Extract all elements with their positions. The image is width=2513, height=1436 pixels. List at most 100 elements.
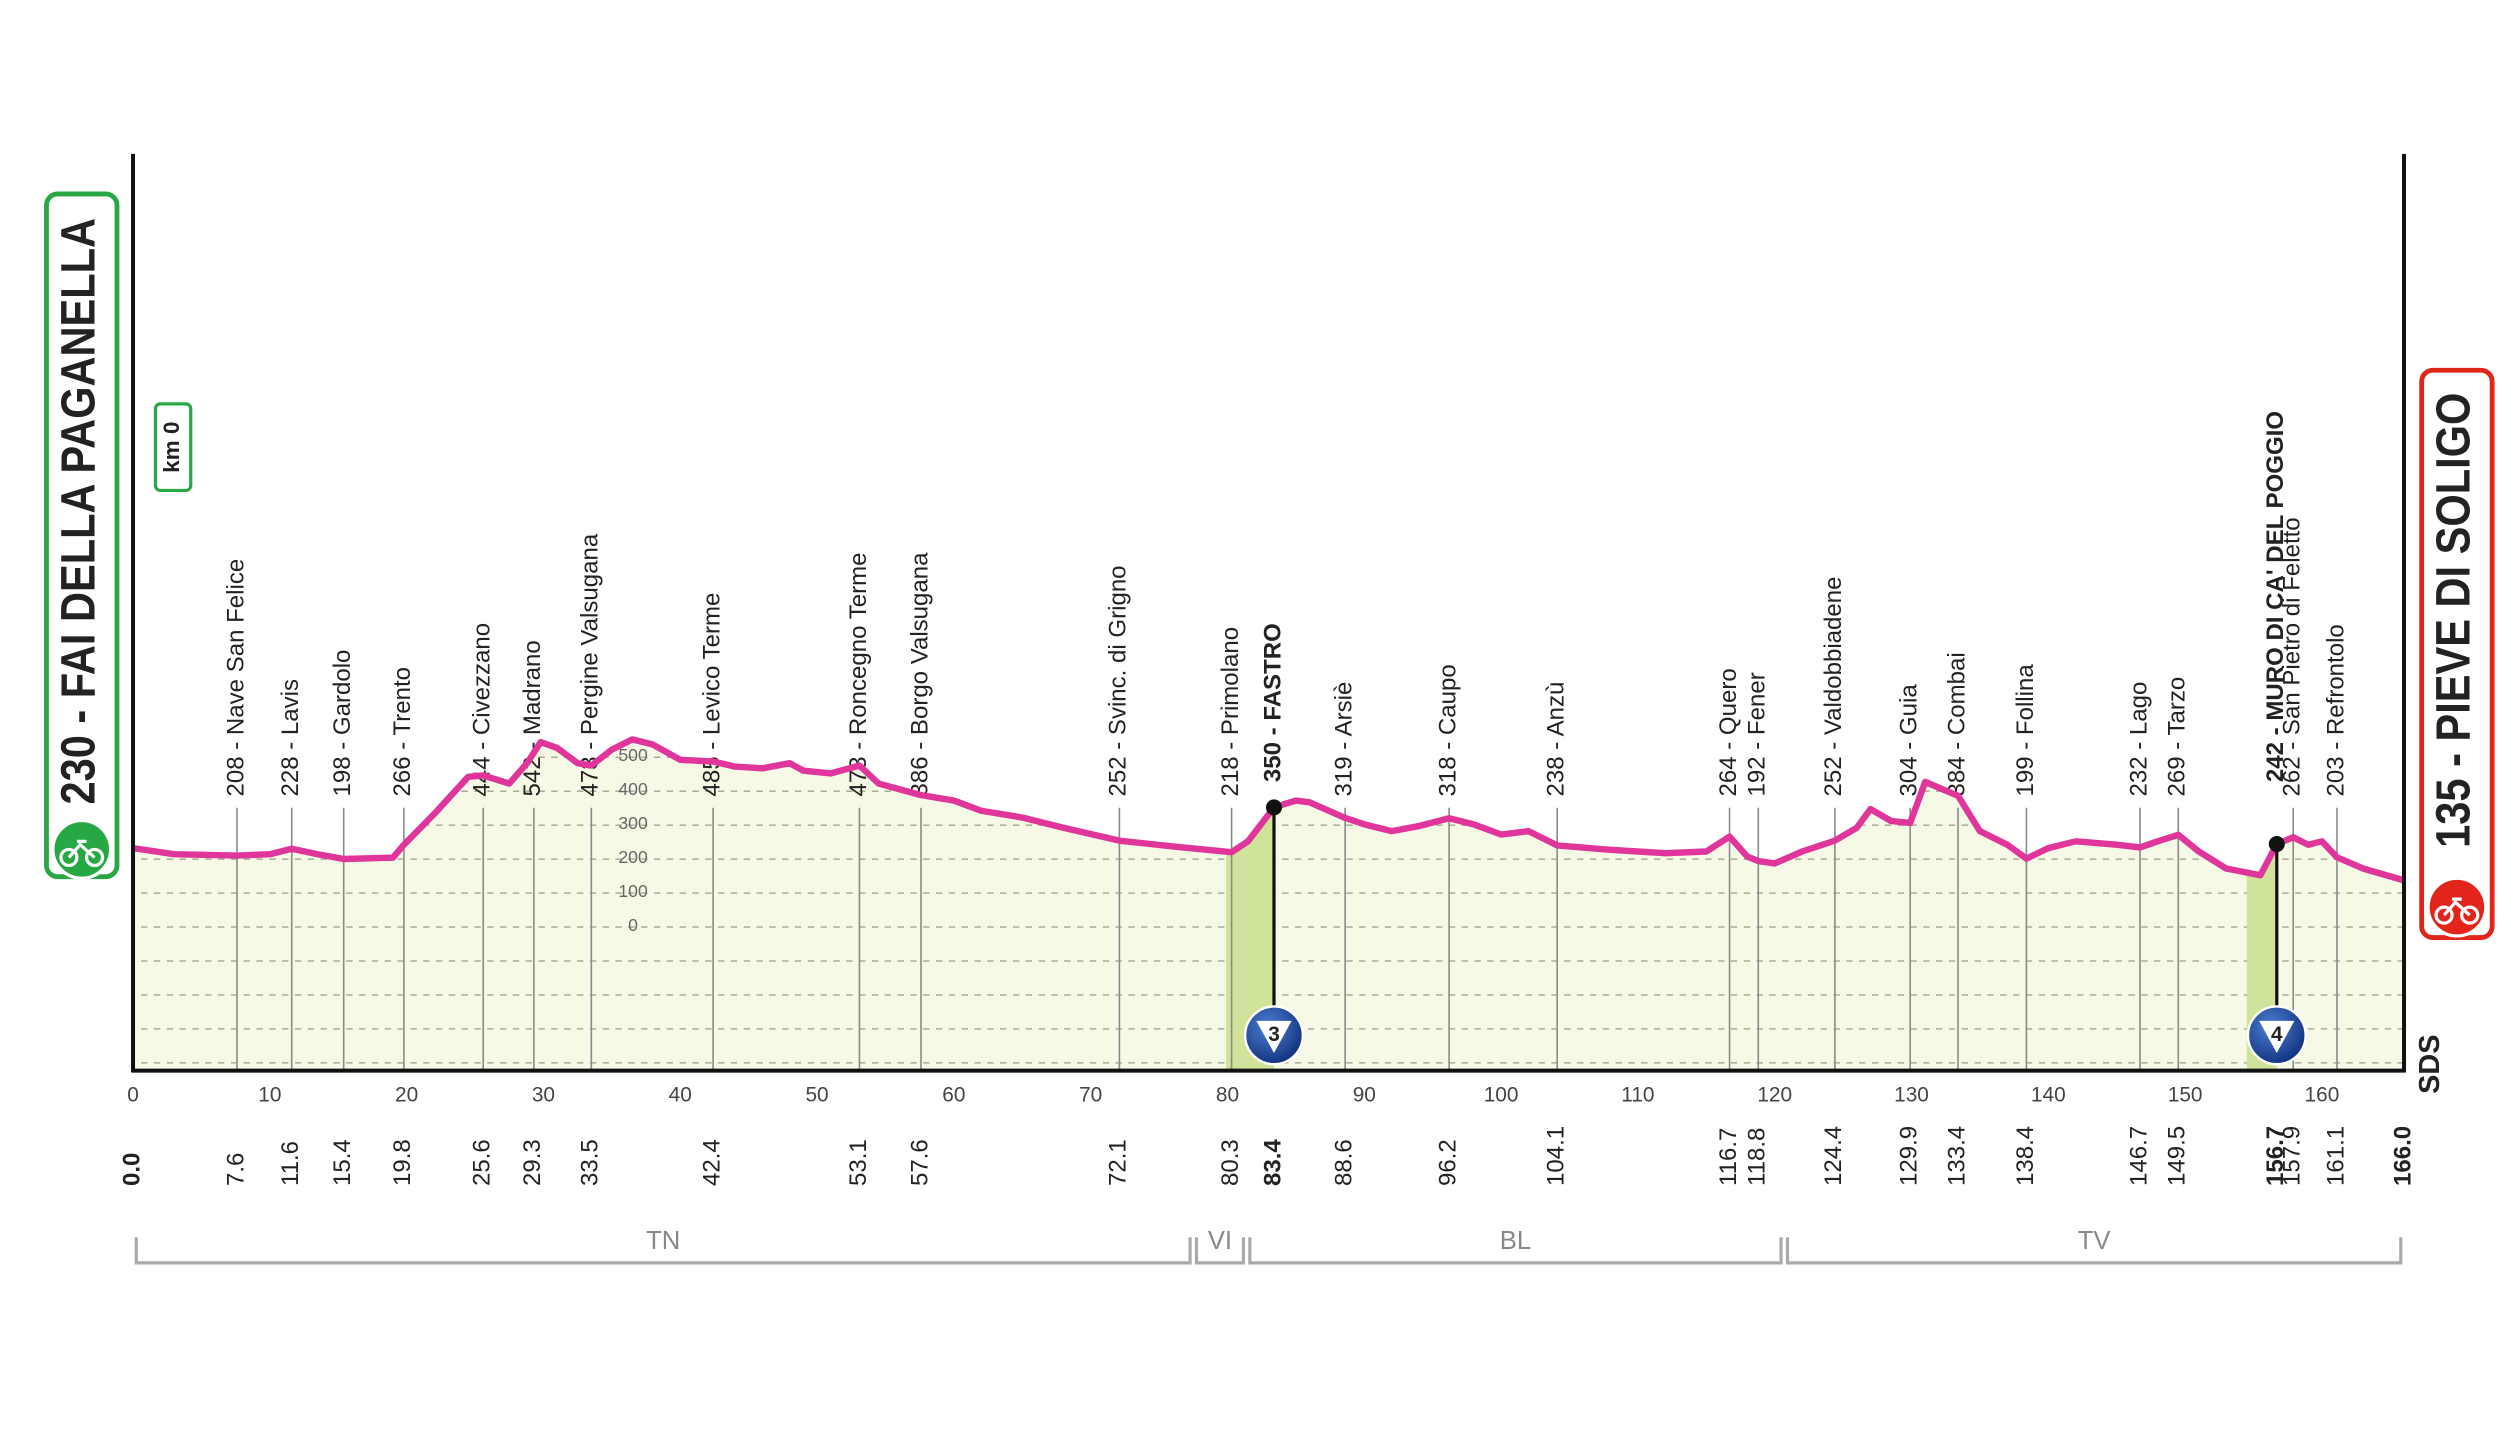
waypoint-label: 444 - Civezzano xyxy=(469,623,496,797)
km-label: 25.6 xyxy=(469,1139,496,1186)
badge-triangle xyxy=(2259,1020,2295,1053)
km-label: 57.6 xyxy=(906,1139,933,1186)
start-title: 230 - FAI DELLA PAGANELLA xyxy=(51,218,105,805)
waypoint-label: 264 - Quero xyxy=(1715,668,1742,796)
km0-label: km 0 xyxy=(159,422,184,473)
region-bracket xyxy=(1248,1237,1783,1265)
finish-icon xyxy=(2426,876,2488,938)
waypoint-label: 473 - Roncegno Terme xyxy=(845,553,872,797)
km-label: 129.9 xyxy=(1895,1126,1922,1186)
waypoint-label: 319 - Arsiè xyxy=(1330,682,1357,797)
waypoint-label: 473 - Pergine Valsugana xyxy=(577,533,604,796)
waypoint-label: 199 - Follina xyxy=(2012,664,2039,797)
km-label: 15.4 xyxy=(329,1139,356,1186)
climb-shade xyxy=(1226,739,1274,1071)
waypoint-label: 232 - Lago xyxy=(2125,682,2152,797)
km-label: 29.3 xyxy=(519,1139,546,1186)
x-tick-label: 150 xyxy=(2168,1084,2203,1107)
climb-category: 3 xyxy=(1268,1023,1280,1046)
x-tick-label: 60 xyxy=(942,1084,965,1107)
climb-km: 83.4 xyxy=(1259,1139,1286,1186)
km-label: 7.6 xyxy=(222,1153,249,1186)
waypoint-label: 542 - Madrano xyxy=(519,640,546,796)
km-label: 161.1 xyxy=(2322,1126,2349,1186)
y-tick-label: 500 xyxy=(618,745,648,765)
km-label: 166.0 xyxy=(2389,1126,2416,1186)
km-label: 157.9 xyxy=(2279,1126,2306,1186)
bike-icon xyxy=(2434,897,2480,925)
waypoint-label: 318 - Caupo xyxy=(1434,664,1461,796)
km-label: 80.3 xyxy=(1217,1139,1244,1186)
badge-triangle xyxy=(1256,1020,1292,1053)
waypoint-label: 384 - Combai xyxy=(1943,652,1970,796)
start-icon xyxy=(51,818,113,880)
bike-icon xyxy=(59,839,105,868)
region-bracket xyxy=(134,1237,1192,1265)
km-label: 42.4 xyxy=(698,1139,725,1186)
logo: SDS xyxy=(2414,1035,2446,1094)
climb-label: 350 - FASTRO xyxy=(1259,623,1286,782)
waypoint-label: 386 - Borgo Valsugana xyxy=(906,552,933,797)
waypoint-label: 203 - Refrontolo xyxy=(2322,624,2349,796)
x-tick-label: 130 xyxy=(1894,1084,1929,1107)
waypoint-label: 304 - Guia xyxy=(1895,684,1922,797)
x-tick-label: 50 xyxy=(805,1084,828,1107)
x-tick-label: 20 xyxy=(395,1084,418,1107)
waypoint-label: 192 - Fener xyxy=(1744,672,1771,796)
x-tick-label: 70 xyxy=(1079,1084,1102,1107)
x-tick-label: 100 xyxy=(1484,1084,1519,1107)
area-layer xyxy=(133,739,2405,1071)
waypoint-label: 198 - Gardolo xyxy=(329,650,356,797)
y-tick-label: 0 xyxy=(628,915,638,935)
km-label: 0.0 xyxy=(118,1153,145,1186)
km-label: 53.1 xyxy=(845,1139,872,1186)
summit-dot xyxy=(2268,836,2285,853)
km-label: 146.7 xyxy=(2125,1126,2152,1186)
km-label: 124.4 xyxy=(1820,1126,1847,1186)
km-label: 116.7 xyxy=(1715,1128,1742,1186)
profile-line xyxy=(132,736,2405,884)
climb-category: 4 xyxy=(2271,1023,2283,1046)
x-tick-label: 140 xyxy=(2031,1084,2066,1107)
region-label: BL xyxy=(1500,1227,1531,1255)
km-label: 138.4 xyxy=(2012,1126,2039,1186)
km-label: 11.6 xyxy=(277,1141,304,1186)
x-tick-label: 30 xyxy=(532,1084,555,1107)
km-label: 118.8 xyxy=(1744,1128,1771,1186)
waypoint-label: 218 - Primolano xyxy=(1217,627,1244,797)
waypoint-label: 238 - Anzù xyxy=(1543,682,1570,797)
x-tick-label: 40 xyxy=(669,1084,692,1107)
waypoint-label: 208 - Nave San Felice xyxy=(222,559,249,797)
waypoint-label: 228 - Lavis xyxy=(277,679,304,797)
x-tick-label: 160 xyxy=(2305,1084,2340,1107)
km-label: 72.1 xyxy=(1105,1139,1132,1186)
km0-box xyxy=(153,402,193,493)
region-bracket xyxy=(1194,1237,1246,1265)
waypoint-label: 252 - Svinc. di Grigno xyxy=(1105,565,1132,796)
x-tick-label: 10 xyxy=(258,1084,281,1107)
region-bracket xyxy=(1785,1237,2403,1265)
y-tick-label: 300 xyxy=(618,813,648,833)
region-label: TV xyxy=(2078,1227,2111,1255)
km-label: 33.5 xyxy=(577,1139,604,1186)
y-tick-label: 100 xyxy=(618,881,648,901)
region-label: VI xyxy=(1208,1227,1232,1255)
y-tick-label: 200 xyxy=(618,847,648,867)
km-label: 19.8 xyxy=(389,1139,416,1186)
km-label: 104.1 xyxy=(1543,1126,1570,1186)
waypoint-label: 266 - Trento xyxy=(389,667,416,797)
km-label: 88.6 xyxy=(1330,1139,1357,1186)
x-tick-label: 0 xyxy=(127,1084,139,1107)
x-tick-label: 120 xyxy=(1757,1084,1792,1107)
x-tick-label: 110 xyxy=(1621,1084,1654,1107)
summit-dot xyxy=(1265,799,1283,816)
km-label: 96.2 xyxy=(1434,1139,1461,1186)
waypoint-label: 269 - Tarzo xyxy=(2164,677,2191,797)
waypoint-label: 262 - San Pietro di Feletto xyxy=(2279,517,2306,796)
region-label: TN xyxy=(646,1227,680,1255)
climb-km: 156.7 xyxy=(2262,1126,2289,1186)
climb-label: 242 - MURO DI CA' DEL POGGIO xyxy=(2262,411,2289,782)
x-tick-label: 90 xyxy=(1353,1084,1376,1107)
